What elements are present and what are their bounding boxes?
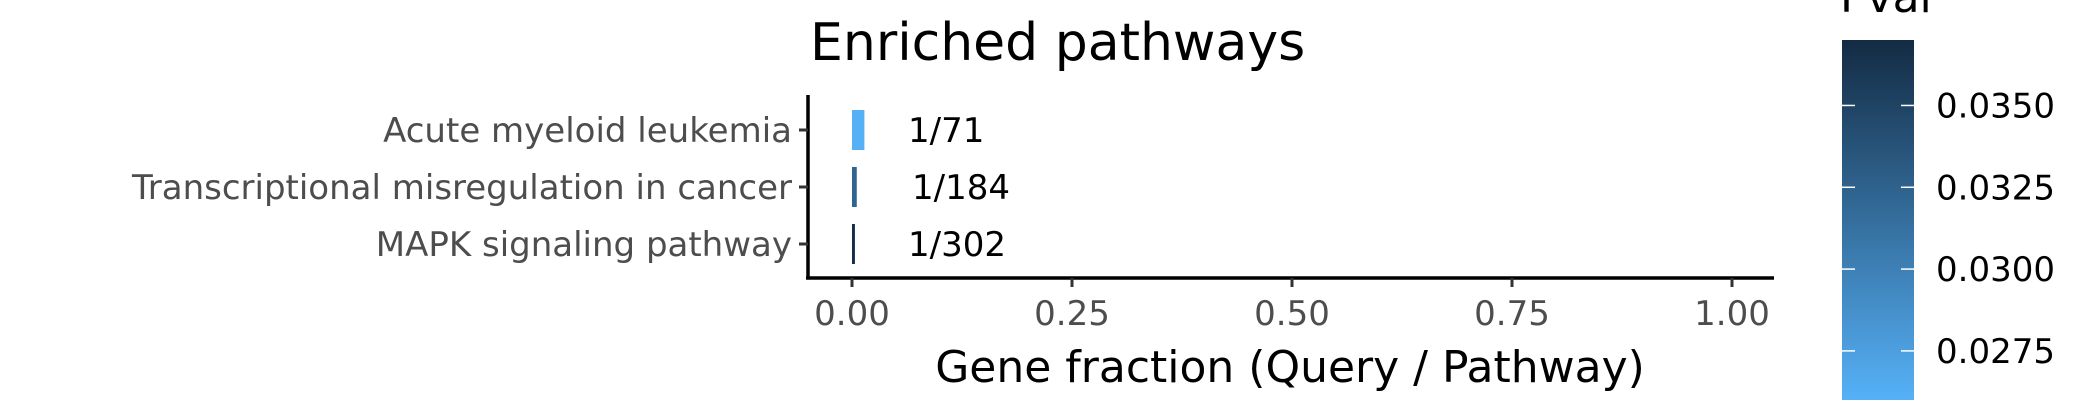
colorbar-tick-label: 0.0275 [1936, 332, 2055, 372]
x-tick-label: 1.00 [1694, 294, 1770, 334]
x-tick-label: 0.50 [1254, 294, 1330, 334]
y-tick-label: Acute myeloid leukemia [383, 111, 792, 151]
bar [852, 110, 865, 150]
data-label: 1/71 [908, 111, 984, 151]
data-label: 1/302 [908, 225, 1006, 265]
y-tick-label: Transcriptional misregulation in cancer [131, 168, 792, 208]
colorbar-tick-label: 0.0300 [1936, 250, 2055, 290]
colorbar [1842, 40, 1914, 400]
chart-title: Enriched pathways [810, 13, 1305, 73]
bar [852, 167, 857, 207]
data-label: 1/184 [912, 168, 1010, 208]
colorbar-tick-label: 0.0350 [1936, 86, 2055, 126]
x-tick-label: 0.00 [814, 294, 890, 334]
colorbar-title: Pval [1840, 0, 1932, 23]
y-tick-label: MAPK signaling pathway [376, 225, 792, 265]
colorbar-tick-label: 0.0325 [1936, 168, 2055, 208]
x-tick-label: 0.75 [1474, 294, 1550, 334]
x-tick-label: 0.25 [1034, 294, 1110, 334]
x-axis-label: Gene fraction (Query / Pathway) [935, 342, 1645, 393]
bar [852, 224, 855, 264]
